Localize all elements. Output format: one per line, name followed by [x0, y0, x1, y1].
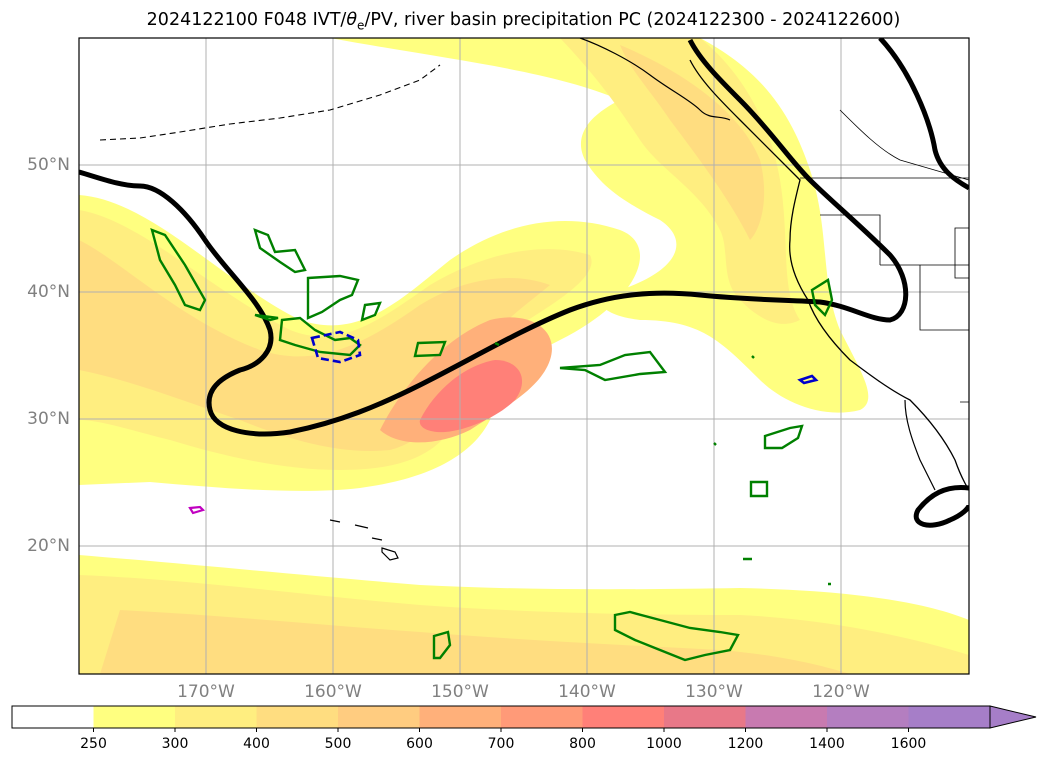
- colorbar-tick-label: 1600: [890, 736, 927, 752]
- colorbar-tick-label: 600: [406, 736, 433, 752]
- colorbar-segment: [827, 706, 909, 728]
- colorbar-segment: [745, 706, 828, 728]
- colorbar-segment: [501, 706, 583, 728]
- colorbar-segment: [12, 706, 94, 728]
- colorbar-segment: [582, 706, 665, 728]
- lon-label-170w: 170°W: [177, 682, 235, 702]
- colorbar: [11, 705, 1037, 732]
- colorbar-segment: [338, 706, 420, 728]
- hawaiian-islands: [329, 519, 399, 561]
- pv-contour-south: [913, 484, 969, 528]
- theta-subscript: e: [357, 18, 365, 33]
- precip-contour-magenta: [188, 505, 206, 515]
- colorbar-segment: [256, 706, 339, 728]
- colorbar-tick-label: 1400: [809, 736, 845, 752]
- colorbar-tick-label: 700: [487, 736, 515, 752]
- precip-contours-green: [150, 228, 834, 662]
- lat-label-40n: 40°N: [27, 282, 70, 302]
- colorbar-segment: [908, 706, 991, 728]
- alaska-coastline: [579, 38, 731, 121]
- lon-label-140w: 140°W: [558, 682, 616, 702]
- baja-coastline: [904, 399, 936, 491]
- lon-label-160w: 160°W: [304, 682, 362, 702]
- colorbar-tick-label: 250: [80, 736, 107, 752]
- lon-label-130w: 130°W: [685, 682, 743, 702]
- colorbar-tick-label: 400: [243, 736, 270, 752]
- colorbar-extend-arrow: [989, 705, 1037, 729]
- lat-label-20n: 20°N: [27, 536, 70, 556]
- precip-contour-blue: [797, 374, 819, 385]
- colorbar-segment: [664, 706, 746, 728]
- pv-contour-east: [878, 38, 969, 191]
- colorbar-tick-label: 500: [324, 736, 352, 752]
- map-title: 2024122100 F048 IVT/θe/PV, river basin p…: [0, 10, 1047, 33]
- aleutian-islands: [99, 64, 441, 141]
- colorbar-tick-label: 800: [569, 736, 596, 752]
- pv-contour: [79, 38, 909, 437]
- lat-label-30n: 30°N: [27, 409, 70, 429]
- lat-label-50n: 50°N: [27, 155, 70, 175]
- colorbar-tick-label: 300: [161, 736, 189, 752]
- map-frame: [78, 37, 970, 675]
- lon-label-120w: 120°W: [812, 682, 870, 702]
- colorbar-segment: [175, 706, 257, 728]
- colorbar-segment: [93, 706, 176, 728]
- colorbar-tick-label: 1200: [727, 736, 764, 752]
- title-suffix: /PV, river basin precipitation PC (20241…: [364, 10, 901, 30]
- lon-label-150w: 150°W: [431, 682, 489, 702]
- colorbar-segment: [419, 706, 502, 728]
- theta-symbol: θ: [346, 10, 358, 30]
- title-prefix: 2024122100 F048 IVT/: [146, 10, 347, 30]
- colorbar-tick-label: 1000: [646, 736, 682, 752]
- state-borders: [800, 109, 969, 403]
- precip-contour-blue-dashed: [310, 330, 362, 364]
- gridlines: [79, 38, 969, 674]
